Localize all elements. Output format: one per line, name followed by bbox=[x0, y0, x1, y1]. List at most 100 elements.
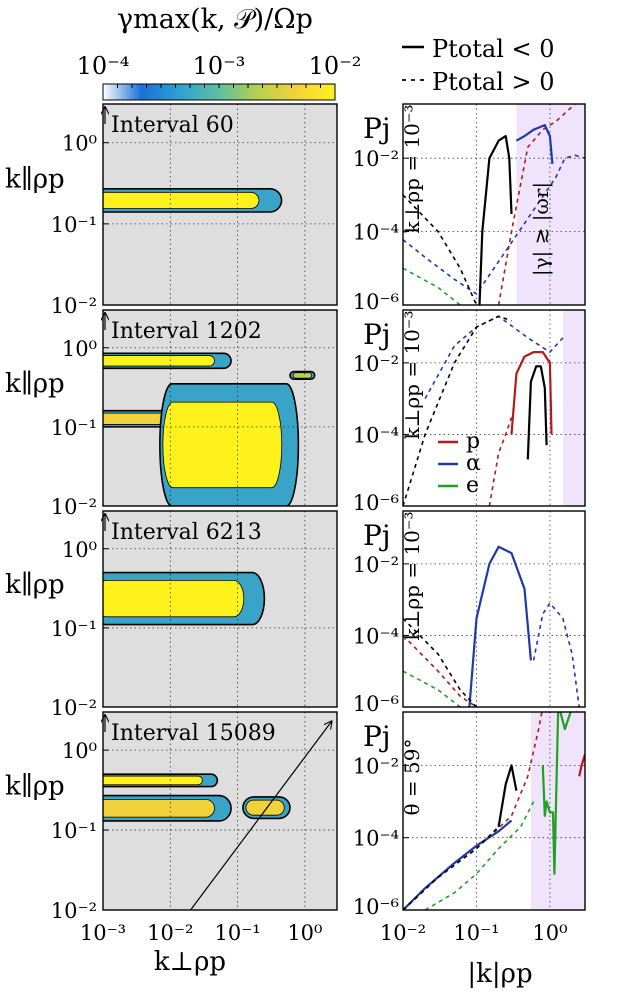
left-xlabel: k⊥ρp bbox=[154, 947, 226, 977]
series-line-e bbox=[403, 267, 462, 305]
heatmap-frame bbox=[102, 711, 338, 911]
colorbar: γmax(k, 𝒫)/Ωp 10⁻⁴ 10⁻³ 10⁻² bbox=[77, 4, 362, 101]
colorbar-label: γmax(k, 𝒫)/Ωp bbox=[117, 4, 313, 35]
panel-row: Interval 6213 10⁰ 10⁻¹ 10⁻² k∥ρp 10⁻² 10⁻⁴ 10⁻⁶… bbox=[5, 510, 586, 720]
left-ylabel: k∥ρp bbox=[5, 165, 65, 195]
legend-total: Ptotal < 0 Ptotal > 0 bbox=[402, 35, 555, 96]
cut-label: k⊥ρp = 10⁻³ bbox=[400, 311, 424, 440]
legend-species-label: e bbox=[466, 473, 479, 498]
legend-species-label: p bbox=[466, 429, 480, 454]
heatmap-region-core bbox=[292, 372, 313, 379]
heatmap-region-core bbox=[103, 798, 215, 818]
left-ytick-label: 10⁰ bbox=[62, 739, 97, 763]
colorbar-ticks: 10⁻⁴ 10⁻³ 10⁻² bbox=[77, 52, 362, 88]
right-ytick-label: 10⁻⁴ bbox=[353, 624, 399, 648]
left-xtick-label: 10⁻³ bbox=[80, 921, 126, 945]
right-ytick-label: 10⁻⁶ bbox=[353, 290, 399, 314]
series-line-total bbox=[403, 617, 478, 707]
right-xtick-label: 10⁰ bbox=[532, 921, 567, 945]
right-xtick-label: 10⁻² bbox=[380, 921, 426, 945]
panel-row: Interval 1202 10⁰ 10⁻¹ 10⁻² k∥ρp 10⁻² 10⁻⁴ 10⁻⁶… bbox=[5, 309, 586, 519]
left-ytick-label: 10⁻¹ bbox=[51, 416, 97, 440]
left-ytick-label: 10⁻² bbox=[51, 696, 97, 720]
heatmap-region-core bbox=[103, 579, 245, 618]
right-ytick-label: 10⁻⁶ bbox=[353, 895, 399, 919]
series-line-p bbox=[497, 104, 577, 305]
power-frame bbox=[402, 711, 586, 911]
left-ytick-label: 10⁻² bbox=[51, 294, 97, 318]
series-line-alpha bbox=[532, 602, 580, 707]
left-xtick-label: 10⁻² bbox=[147, 921, 193, 945]
series-line-e bbox=[541, 712, 572, 875]
right-ytick-label: 10⁻⁶ bbox=[353, 692, 399, 716]
panel-title: Interval 6213 bbox=[111, 520, 262, 545]
left-ytick-label: 10⁻² bbox=[51, 495, 97, 519]
cut-direction-arrow bbox=[190, 721, 332, 911]
heatmap-frame bbox=[102, 103, 338, 306]
instability-band bbox=[562, 310, 585, 506]
series-line-alpha bbox=[403, 819, 513, 910]
cut-label: k⊥ρp = 10⁻³ bbox=[400, 512, 424, 641]
series-line-alpha bbox=[515, 123, 554, 164]
panel-row: Interval 60 10⁰ 10⁻¹ 10⁻² k∥ρp 10⁻² 10⁻⁴ 10⁻⁶ Pj… bbox=[5, 103, 586, 318]
right-ytick-label: 10⁻⁴ bbox=[353, 423, 399, 447]
left-xtick-label: 10⁰ bbox=[287, 921, 322, 945]
left-ylabel: k∥ρp bbox=[5, 772, 65, 802]
cut-label: k⊥ρp = 10⁻³ bbox=[400, 105, 424, 234]
right-ylabel: Pj bbox=[363, 519, 391, 552]
left-ylabel: k∥ρp bbox=[5, 570, 65, 600]
series-line-p bbox=[403, 634, 477, 707]
series-line-total bbox=[497, 764, 518, 827]
left-xtick-label: 10⁻¹ bbox=[214, 921, 260, 945]
right-ytick-label: 10⁻⁴ bbox=[353, 827, 399, 851]
colorbar-tick-label: 10⁻³ bbox=[193, 52, 246, 80]
right-xlabel: |k|ρp bbox=[467, 959, 532, 989]
power-frame bbox=[402, 103, 586, 306]
panels: Interval 60 10⁰ 10⁻¹ 10⁻² k∥ρp 10⁻² 10⁻⁴ 10⁻⁶ Pj… bbox=[5, 103, 586, 945]
panel-row: Interval 15089 10⁰ 10⁻¹ 10⁻² k∥ρp 10⁻² 10⁻⁴ 10⁻… bbox=[5, 711, 586, 923]
heatmap-frame bbox=[102, 309, 338, 507]
heatmap-frame bbox=[102, 510, 338, 708]
legend-solid-label: Ptotal < 0 bbox=[432, 35, 555, 63]
series-line-total bbox=[403, 826, 500, 910]
left-ytick-label: 10⁰ bbox=[62, 132, 97, 156]
left-ytick-label: 10⁻¹ bbox=[51, 819, 97, 843]
right-ytick-label: 10⁻² bbox=[353, 147, 399, 171]
power-frame bbox=[402, 510, 586, 708]
series-line-p bbox=[488, 417, 513, 506]
series-line-alpha bbox=[403, 154, 585, 295]
right-ytick-label: 10⁻² bbox=[353, 553, 399, 577]
right-ylabel: Pj bbox=[363, 720, 391, 753]
left-ytick-label: 10⁰ bbox=[62, 337, 97, 361]
series-line-alpha bbox=[468, 545, 532, 707]
power-frame bbox=[402, 309, 586, 507]
heatmap-region-core bbox=[245, 799, 285, 816]
series-line-alpha bbox=[424, 315, 564, 399]
heatmap-region-core bbox=[103, 775, 203, 786]
series-line-p bbox=[578, 754, 585, 777]
left-ytick-label: 10⁰ bbox=[62, 538, 97, 562]
left-ytick-label: 10⁻¹ bbox=[51, 617, 97, 641]
left-ytick-label: 10⁻² bbox=[51, 899, 97, 923]
series-line-e bbox=[424, 801, 535, 910]
series-line-total bbox=[526, 365, 548, 460]
series-line-total bbox=[403, 194, 478, 305]
series-line-e bbox=[403, 670, 462, 707]
series-line-p bbox=[510, 351, 553, 435]
heatmap-region-core bbox=[103, 355, 215, 367]
panel-title: Interval 60 bbox=[111, 113, 234, 138]
right-ytick-label: 10⁻⁶ bbox=[353, 491, 399, 515]
right-xtick-label: 10⁻¹ bbox=[453, 921, 499, 945]
colorbar-tick-label: 10⁻² bbox=[309, 52, 362, 80]
heatmap-region-core bbox=[103, 191, 260, 209]
left-ylabel: k∥ρp bbox=[5, 369, 65, 399]
panel-title: Interval 1202 bbox=[111, 319, 262, 344]
series-line-total bbox=[478, 135, 513, 305]
colorbar-tick-label: 10⁻⁴ bbox=[77, 52, 130, 80]
right-ytick-label: 10⁻² bbox=[353, 352, 399, 376]
legend-dashed-label: Ptotal > 0 bbox=[432, 68, 555, 96]
panel-title: Interval 15089 bbox=[111, 721, 276, 746]
heatmap-region-core bbox=[162, 401, 283, 489]
right-ytick-label: 10⁻⁴ bbox=[353, 221, 399, 245]
left-ytick-label: 10⁻¹ bbox=[51, 213, 97, 237]
